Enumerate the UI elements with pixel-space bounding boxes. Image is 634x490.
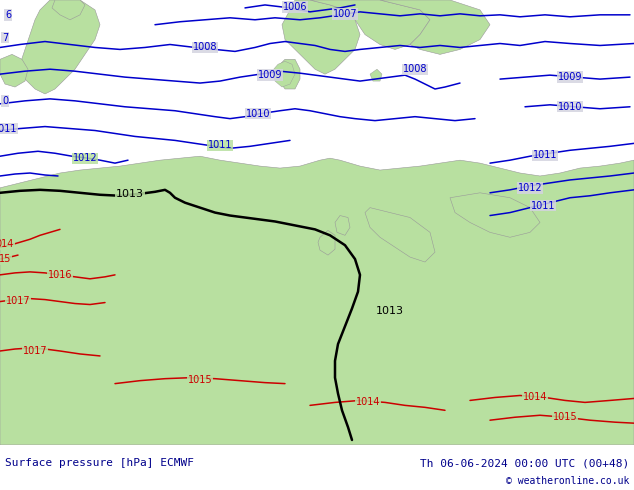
Polygon shape — [282, 0, 360, 74]
Text: 1011: 1011 — [531, 200, 555, 211]
Text: 1013: 1013 — [376, 306, 404, 317]
Text: Surface pressure [hPa] ECMWF: Surface pressure [hPa] ECMWF — [5, 458, 194, 468]
Text: 1017: 1017 — [23, 346, 48, 356]
Text: 1012: 1012 — [73, 153, 97, 163]
Text: 1011: 1011 — [0, 123, 17, 134]
Text: 1008: 1008 — [193, 43, 217, 52]
Polygon shape — [380, 0, 490, 54]
Polygon shape — [450, 193, 540, 237]
Text: 1015: 1015 — [553, 412, 578, 422]
Text: 1008: 1008 — [403, 64, 427, 74]
Polygon shape — [318, 230, 335, 255]
Polygon shape — [365, 208, 435, 262]
Polygon shape — [52, 0, 85, 20]
Text: 1012: 1012 — [518, 183, 542, 193]
Text: 1011: 1011 — [208, 140, 232, 150]
Polygon shape — [275, 59, 300, 89]
Polygon shape — [310, 0, 430, 49]
Polygon shape — [370, 69, 382, 81]
Text: 1011: 1011 — [533, 150, 557, 160]
Text: © weatheronline.co.uk: © weatheronline.co.uk — [505, 476, 629, 486]
Text: 1006: 1006 — [283, 2, 307, 12]
Text: 1014: 1014 — [356, 397, 380, 407]
Text: 1010: 1010 — [558, 102, 582, 112]
Text: 014: 014 — [0, 239, 14, 249]
Text: 0: 0 — [2, 96, 8, 106]
Text: 15: 15 — [0, 254, 11, 264]
Polygon shape — [0, 54, 28, 87]
Text: 1013: 1013 — [116, 189, 144, 199]
Text: 1014: 1014 — [523, 392, 547, 402]
Polygon shape — [335, 216, 350, 235]
Polygon shape — [0, 156, 634, 445]
Text: 1009: 1009 — [258, 70, 282, 80]
Text: 1016: 1016 — [48, 270, 72, 280]
Text: 7: 7 — [2, 32, 8, 43]
Text: 1010: 1010 — [246, 109, 270, 119]
Text: 1009: 1009 — [558, 72, 582, 82]
Polygon shape — [20, 0, 100, 94]
Text: 1015: 1015 — [188, 375, 212, 385]
Text: 6: 6 — [5, 10, 11, 20]
Text: Th 06-06-2024 00:00 UTC (00+48): Th 06-06-2024 00:00 UTC (00+48) — [420, 458, 629, 468]
Polygon shape — [272, 61, 295, 87]
Text: 1017: 1017 — [6, 295, 30, 306]
Text: 1007: 1007 — [333, 9, 358, 19]
